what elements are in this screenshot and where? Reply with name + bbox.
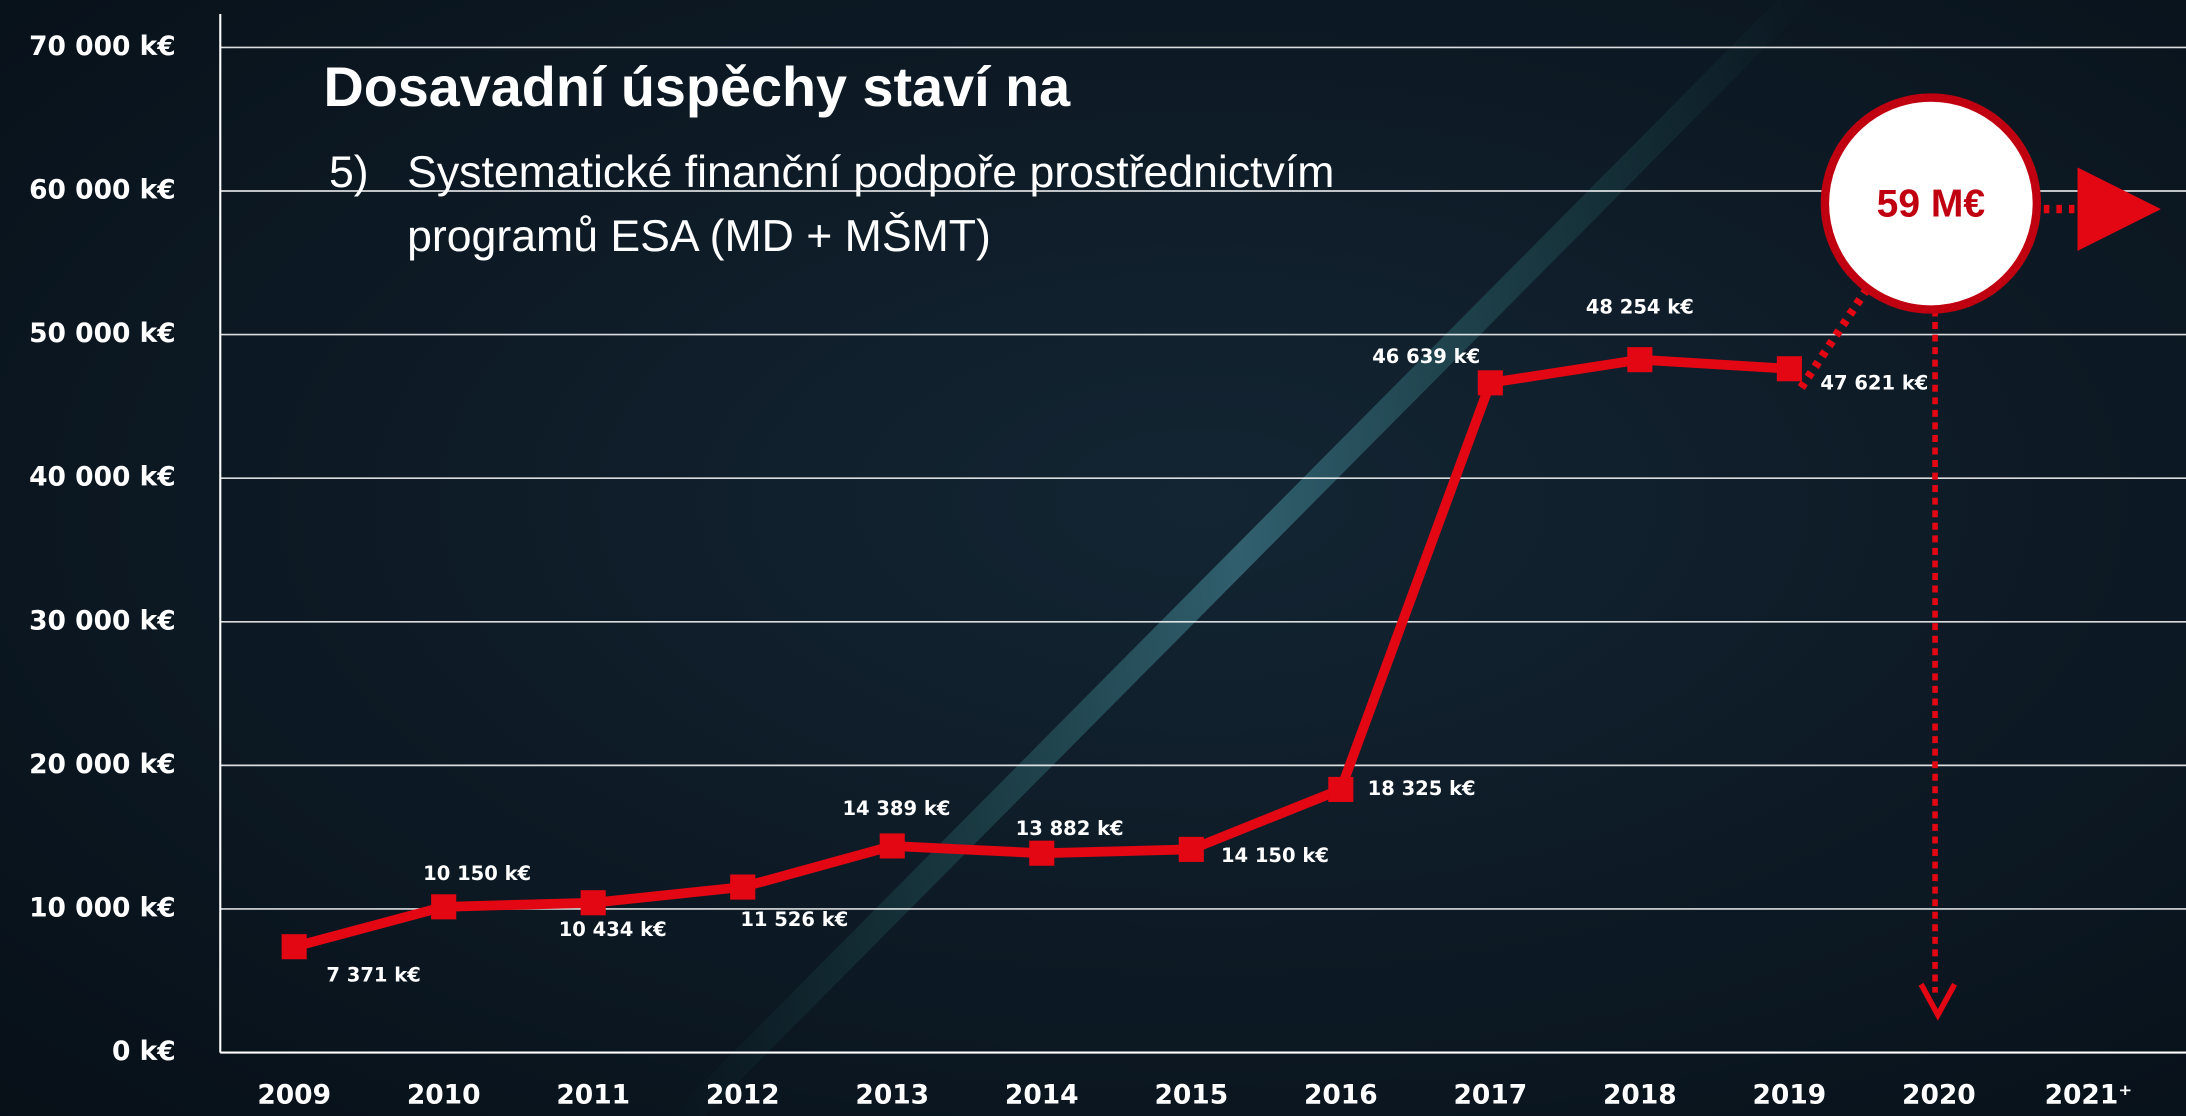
subtitle-line: programů ESA (MD + MŠMT) (407, 211, 991, 261)
data-label: 14 150 k€ (1221, 844, 1329, 867)
x-tick-label: 2021⁺ (2045, 1079, 2133, 1110)
title: Dosavadní úspěchy staví na (323, 56, 1071, 118)
data-label: 14 389 k€ (842, 797, 950, 820)
data-label: 48 254 k€ (1586, 296, 1694, 319)
data-point (730, 875, 755, 900)
data-point (880, 833, 905, 858)
x-tick-label: 2016 (1304, 1079, 1378, 1110)
subtitle-marker: 5) (329, 148, 369, 197)
data-point (1777, 356, 1802, 381)
data-point (1478, 370, 1503, 395)
x-tick-label: 2010 (407, 1079, 481, 1110)
y-tick-label: 60 000 k€ (29, 174, 176, 205)
data-label: 11 526 k€ (740, 908, 848, 931)
data-label: 13 882 k€ (1016, 817, 1124, 840)
data-point (282, 934, 307, 959)
x-tick-label: 2018 (1603, 1079, 1677, 1110)
x-tick-label: 2015 (1154, 1079, 1228, 1110)
x-tick-label: 2019 (1753, 1079, 1827, 1110)
data-point (1179, 837, 1204, 862)
x-tick-label: 2012 (706, 1079, 780, 1110)
y-tick-label: 30 000 k€ (29, 605, 176, 636)
y-tick-label: 40 000 k€ (29, 462, 176, 493)
x-tick-label: 2017 (1453, 1079, 1527, 1110)
data-label: 18 325 k€ (1368, 777, 1476, 800)
data-label: 10 150 k€ (423, 862, 531, 885)
data-label: 10 434 k€ (559, 918, 667, 941)
data-label: 46 639 k€ (1372, 345, 1480, 368)
page: {"chart_data":{"type":"line", "title":"D… (0, 0, 2186, 1116)
data-point (581, 890, 606, 915)
y-tick-label: 10 000 k€ (29, 892, 176, 923)
data-label: 47 621 k€ (1820, 372, 1928, 395)
y-tick-label: 0 k€ (112, 1036, 176, 1067)
y-tick-label: 20 000 k€ (29, 749, 176, 780)
data-point (431, 894, 456, 919)
y-tick-label: 50 000 k€ (29, 318, 176, 349)
annotation: 59 M€ (1877, 183, 1986, 226)
subtitle-line: Systematické finanční podpoře prostředni… (407, 148, 1334, 197)
data-label: 7 371 k€ (326, 963, 420, 986)
x-tick-label: 2013 (855, 1079, 929, 1110)
y-tick-label: 70 000 k€ (29, 31, 176, 62)
x-tick-label: 2009 (257, 1079, 331, 1110)
chart: Dosavadní úspěchy staví na 5) Systematic… (0, 0, 2186, 1116)
data-point (1627, 347, 1652, 372)
x-tick-label: 2011 (556, 1079, 630, 1110)
data-point (1328, 777, 1353, 802)
x-tick-label: 2020 (1902, 1079, 1976, 1110)
x-tick-label: 2014 (1005, 1079, 1079, 1110)
data-point (1029, 841, 1054, 866)
